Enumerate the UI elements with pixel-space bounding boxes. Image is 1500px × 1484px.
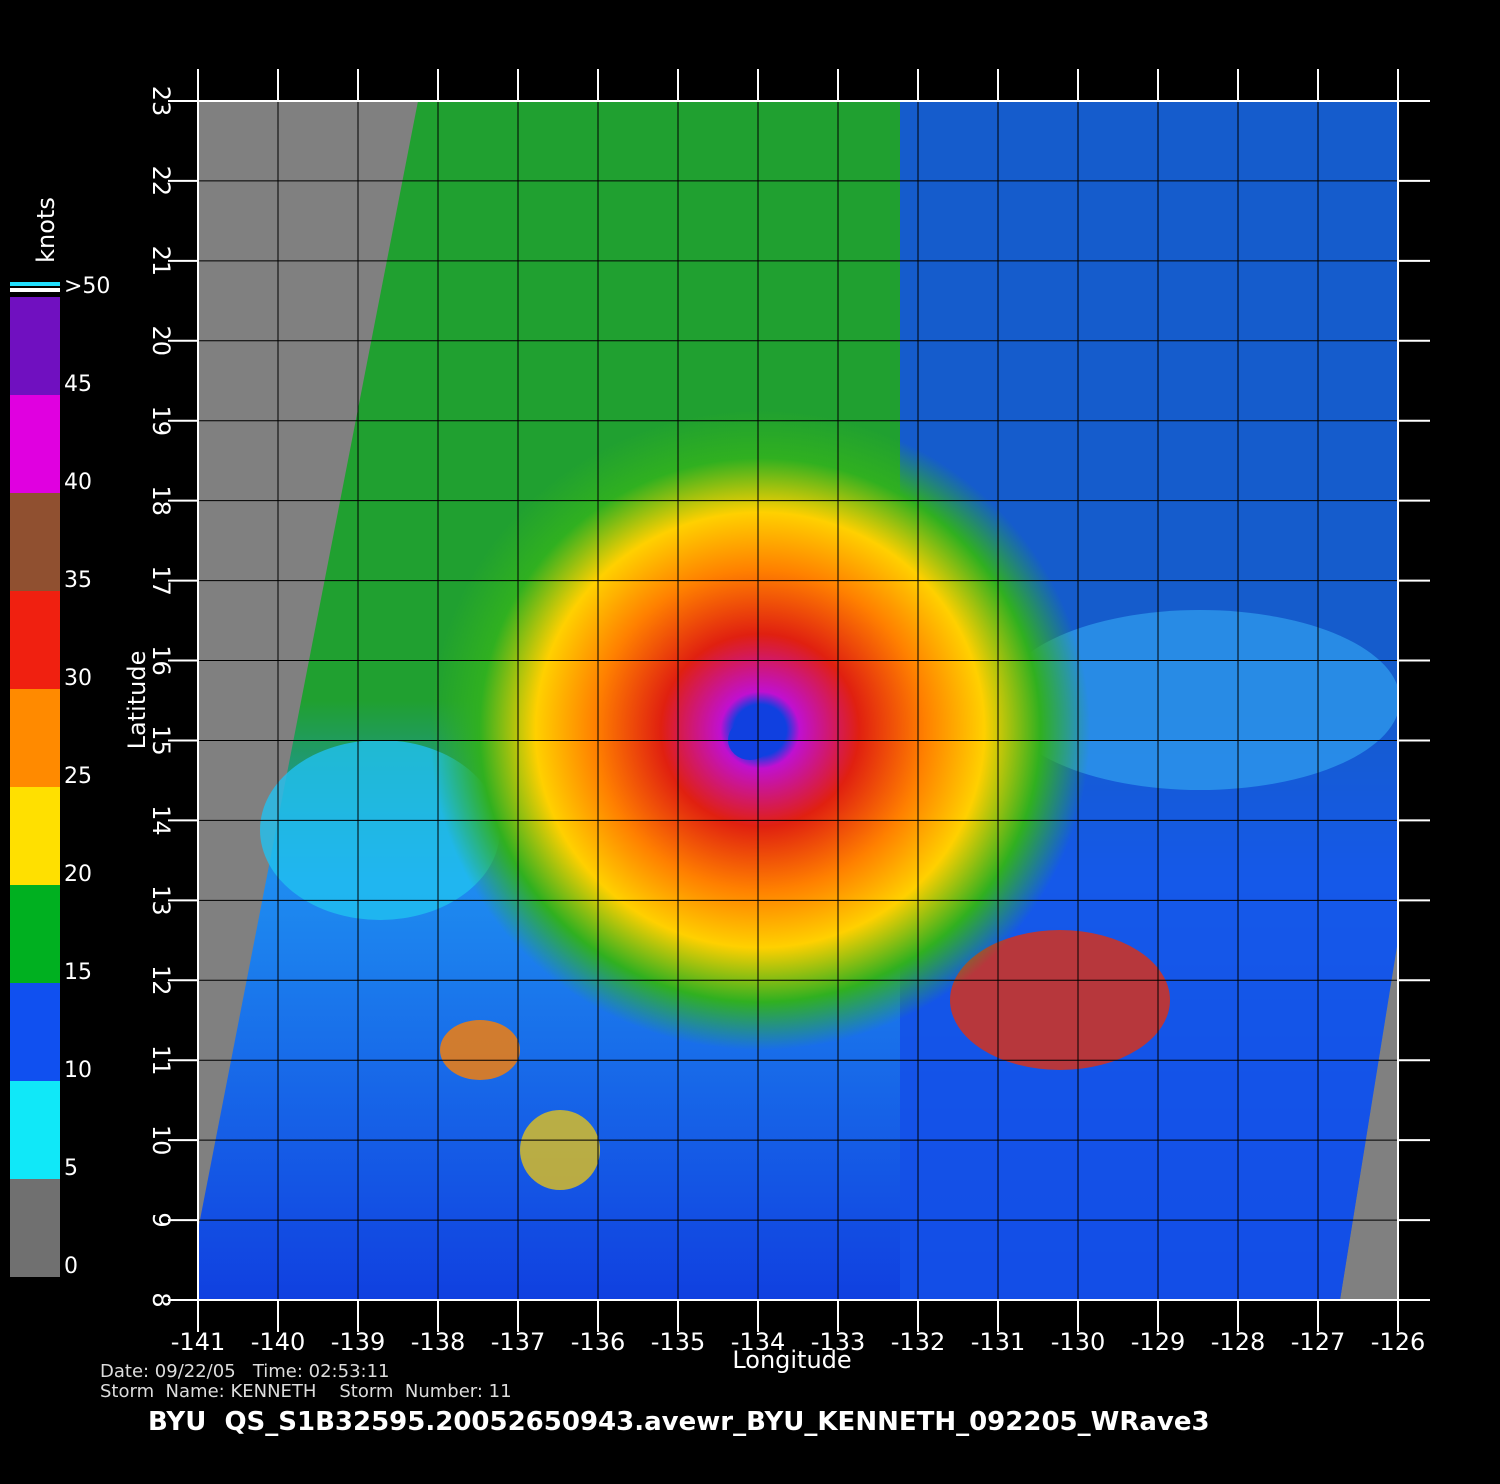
colorbar-tick-label: 40 [64,470,92,495]
colorbar-band [10,689,60,787]
footer-title: BYU QS_S1B32595.20052650943.avewr_BYU_KE… [148,1407,1210,1437]
x-tick-label: -137 [491,1328,545,1356]
x-tick-label: -134 [731,1328,785,1356]
colorbar-band [10,591,60,689]
x-tick-label: -129 [1131,1328,1185,1356]
colorbar-tick-label: 25 [64,764,92,789]
y-tick-label: 14 [147,805,175,836]
x-tick-label: -138 [411,1328,465,1356]
x-tick-label: -131 [971,1328,1025,1356]
colorbar-tick-label: 10 [64,1058,92,1083]
x-axis-label: Longitude [732,1346,851,1374]
axes: -141 -140 -139 -138 -137 -136 -135 -134 -133 -132… [147,69,1430,1356]
y-tick-label: 11 [147,1045,175,1076]
colorbar-tick-label: 30 [64,666,92,691]
wind-map [198,101,1398,1300]
x-tick-label: -133 [811,1328,865,1356]
y-tick-label: 15 [147,725,175,756]
y-tick-label: 23 [147,86,175,117]
colorbar-band [10,297,60,395]
x-tick-label: -132 [891,1328,945,1356]
x-tick-label: -136 [571,1328,625,1356]
colorbar-tick-label: 0 [64,1254,78,1279]
y-tick-label: 20 [147,326,175,357]
colorbar-band [10,787,60,885]
x-tick-label: -130 [1051,1328,1105,1356]
y-tick-label: 8 [147,1292,175,1307]
colorbar-tick-label: >50 [64,274,110,299]
y-tick-label: 17 [147,565,175,596]
y-tick-label: 12 [147,965,175,996]
colorbar-band [10,885,60,983]
y-tick-label: 13 [147,885,175,916]
colorbar-tick-label: 45 [64,372,92,397]
x-tick-label: -140 [251,1328,305,1356]
y-tick-label: 21 [147,246,175,277]
colorbar-tick-label: 35 [64,568,92,593]
colorbar-band [10,493,60,591]
colorbar-band [10,1081,60,1179]
x-tick-label: -139 [331,1328,385,1356]
y-tick-label: 18 [147,485,175,516]
footer-storm: Storm Name: KENNETH Storm Number: 11 [100,1381,512,1402]
colorbar-cap [10,288,60,292]
colorbar-band [10,1179,60,1277]
colorbar-band [10,395,60,493]
x-tick-label: -127 [1291,1328,1345,1356]
x-tick-label: -128 [1211,1328,1265,1356]
colorbar-tick-label: 5 [64,1156,78,1181]
x-tick-label: -135 [651,1328,705,1356]
y-tick-label: 22 [147,166,175,197]
colorbar-tick-label: 20 [64,862,92,887]
x-tick-label: -126 [1371,1328,1425,1356]
y-tick-label: 9 [147,1212,175,1227]
y-axis-label: Latitude [123,651,151,750]
colorbar-band [10,983,60,1081]
y-tick-label: 10 [147,1125,175,1156]
colorbar-tick-label: 15 [64,960,92,985]
y-tick-label: 16 [147,645,175,676]
footer-date: Date: 09/22/05 Time: 02:53:11 [100,1361,390,1382]
colorbar-label: knots [32,197,60,263]
x-tick-label: -141 [171,1328,225,1356]
colorbar-cap [10,282,60,286]
y-tick-label: 19 [147,405,175,436]
